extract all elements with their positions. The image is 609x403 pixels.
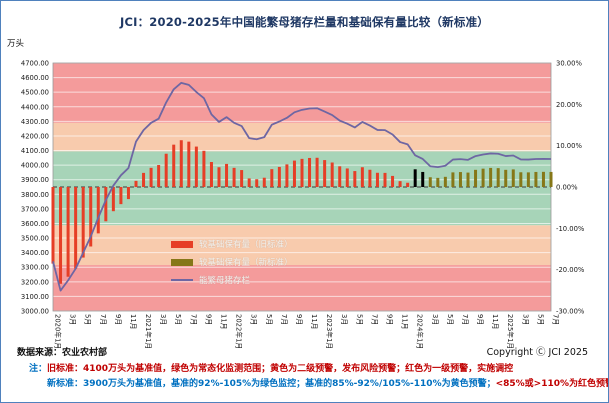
svg-text:5月: 5月 [355,314,363,325]
svg-text:11月: 11月 [401,314,409,329]
svg-text:9月: 9月 [114,314,122,325]
svg-text:2023年1月: 2023年1月 [325,314,334,349]
svg-text:9月: 9月 [386,314,394,325]
svg-text:4700.00: 4700.00 [21,60,49,68]
note-line-1: 注：旧标准：4100万头为基准值，绿色为常态化监测范围；黄色为二级预警，发布风险… [29,364,514,374]
svg-text:5月: 5月 [446,314,454,325]
svg-text:3月: 3月 [159,314,167,325]
svg-text:2025年1月: 2025年1月 [506,314,515,349]
svg-text:4400.00: 4400.00 [21,103,49,111]
svg-text:2020年1月: 2020年1月 [54,314,63,349]
legend-item-new-standard: 较基础保有量（新标准） [171,253,293,271]
svg-text:4600.00: 4600.00 [21,74,49,82]
legend-item-old-standard: 较基础保有量（旧标准） [171,235,293,253]
svg-text:4300.00: 4300.00 [21,118,49,126]
legend-swatch-new-standard-icon [171,258,193,266]
legend-label-old-standard: 较基础保有量（旧标准） [199,240,293,250]
svg-text:2022年1月: 2022年1月 [235,314,244,349]
svg-text:4200.00: 4200.00 [21,132,49,140]
svg-text:-20.00%: -20.00% [556,266,585,274]
svg-text:3月: 3月 [340,314,348,325]
svg-text:7月: 7月 [552,314,560,325]
svg-text:5月: 5月 [536,314,544,325]
svg-text:9月: 9月 [204,314,212,325]
svg-text:3200.00: 3200.00 [21,278,49,286]
svg-text:3900.00: 3900.00 [21,176,49,184]
svg-text:-30.00%: -30.00% [556,308,585,316]
svg-text:11月: 11月 [310,314,318,329]
svg-text:7月: 7月 [461,314,469,325]
legend-item-sow-inventory: 能繁母猪存栏 [171,271,293,289]
data-source-label: 数据来源：农业农村部 [17,348,108,358]
svg-text:11月: 11月 [491,314,499,329]
svg-text:5月: 5月 [84,314,92,325]
svg-text:5月: 5月 [174,314,182,325]
copyright-label: Copyright Ⓒ JCI 2025 [486,347,588,358]
svg-text:3800.00: 3800.00 [21,191,49,199]
svg-text:4000.00: 4000.00 [21,162,49,170]
svg-text:9月: 9月 [476,314,484,325]
svg-text:3月: 3月 [521,314,529,325]
svg-text:30.00%: 30.00% [556,60,582,68]
svg-text:7月: 7月 [189,314,197,325]
svg-text:9月: 9月 [295,314,303,325]
svg-text:4100.00: 4100.00 [21,147,49,155]
svg-text:3月: 3月 [69,314,77,325]
svg-text:3300.00: 3300.00 [21,264,49,272]
svg-text:3600.00: 3600.00 [21,220,49,228]
legend-swatch-sow-inventory-icon [171,278,193,282]
svg-text:20.00%: 20.00% [556,101,582,109]
legend-swatch-old-standard-icon [171,240,193,248]
legend-label-sow-inventory: 能繁母猪存栏 [199,276,251,286]
svg-text:2021年1月: 2021年1月 [144,314,153,349]
svg-text:11月: 11月 [220,314,228,329]
svg-text:3100.00: 3100.00 [21,293,49,301]
svg-text:7月: 7月 [280,314,288,325]
notes-block: 注：旧标准：4100万头为基准值，绿色为常态化监测范围；黄色为二级预警，发布风险… [29,362,609,392]
svg-text:7月: 7月 [99,314,107,325]
y-axis-unit-label: 万头 [7,39,25,49]
svg-text:3000.00: 3000.00 [21,308,49,316]
svg-text:7月: 7月 [370,314,378,325]
svg-text:11月: 11月 [129,314,137,329]
svg-text:3月: 3月 [431,314,439,325]
svg-text:-10.00%: -10.00% [556,225,585,233]
note-line-2: 新标准：3900万头为基准值，基准的92%-105%为绿色监控；基准的85%-9… [47,379,609,389]
svg-text:3700.00: 3700.00 [21,205,49,213]
svg-text:5月: 5月 [265,314,273,325]
chart-title: JCI：2020-2025年中国能繁母猪存栏量和基础保有量比较（新标准） [120,15,489,29]
svg-text:3500.00: 3500.00 [21,235,49,243]
legend-label-new-standard: 较基础保有量（新标准） [199,258,293,268]
svg-text:0.00%: 0.00% [556,184,578,192]
svg-text:10.00%: 10.00% [556,142,582,150]
svg-text:4500.00: 4500.00 [21,89,49,97]
svg-text:2024年1月: 2024年1月 [416,314,425,349]
svg-text:3月: 3月 [250,314,258,325]
svg-text:3400.00: 3400.00 [21,249,49,257]
chart-legend: 较基础保有量（旧标准） 较基础保有量（新标准） 能繁母猪存栏 [171,235,293,289]
